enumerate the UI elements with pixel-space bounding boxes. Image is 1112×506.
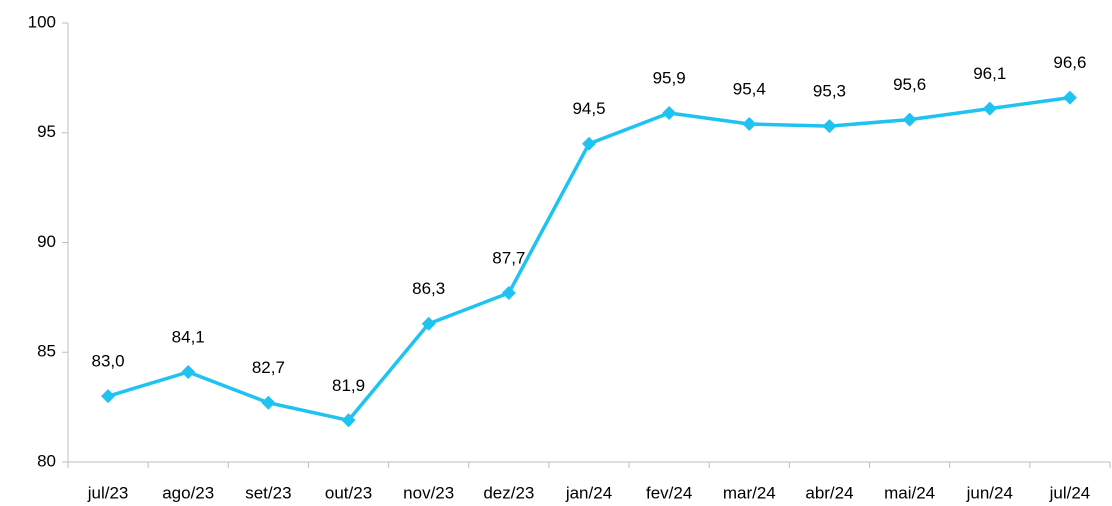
marker [181, 365, 196, 380]
value-label: 95,3 [813, 82, 846, 101]
marker [742, 116, 757, 131]
value-label: 87,7 [492, 248, 525, 267]
x-tick-label: out/23 [325, 483, 372, 502]
value-label: 86,3 [412, 279, 445, 298]
marker [1062, 90, 1077, 105]
value-label: 96,1 [973, 64, 1006, 83]
marker [101, 389, 116, 404]
marker [902, 112, 917, 127]
x-tick-label: jun/24 [966, 483, 1013, 502]
marker [982, 101, 997, 116]
value-label: 94,5 [572, 99, 605, 118]
marker [341, 413, 356, 428]
marker [582, 136, 596, 151]
x-tick-label: jul/23 [87, 483, 129, 502]
marker [822, 119, 837, 134]
y-tick-label: 100 [28, 12, 56, 31]
y-tick-label: 90 [37, 232, 56, 251]
value-label: 95,4 [733, 79, 766, 98]
x-tick-label: nov/23 [403, 483, 454, 502]
y-tick-label: 95 [37, 122, 56, 141]
x-tick-label: ago/23 [162, 483, 214, 502]
x-tick-label: jul/24 [1049, 483, 1091, 502]
value-label: 81,9 [332, 376, 365, 395]
marker [261, 395, 276, 410]
value-label: 84,1 [172, 327, 205, 346]
x-tick-label: dez/23 [483, 483, 534, 502]
marker [421, 316, 436, 331]
value-label: 96,6 [1053, 53, 1086, 72]
value-label: 95,6 [893, 75, 926, 94]
y-tick-label: 80 [37, 451, 56, 470]
x-tick-label: set/23 [245, 483, 291, 502]
value-label: 95,9 [653, 68, 686, 87]
value-label: 83,0 [92, 352, 125, 371]
x-tick-label: jan/24 [565, 483, 612, 502]
y-tick-label: 85 [37, 342, 56, 361]
x-tick-label: abr/24 [805, 483, 853, 502]
marker [501, 285, 516, 300]
x-tick-label: fev/24 [646, 483, 692, 502]
marker [662, 105, 677, 120]
x-tick-label: mar/24 [723, 483, 776, 502]
x-tick-label: mai/24 [884, 483, 935, 502]
value-label: 82,7 [252, 358, 285, 377]
